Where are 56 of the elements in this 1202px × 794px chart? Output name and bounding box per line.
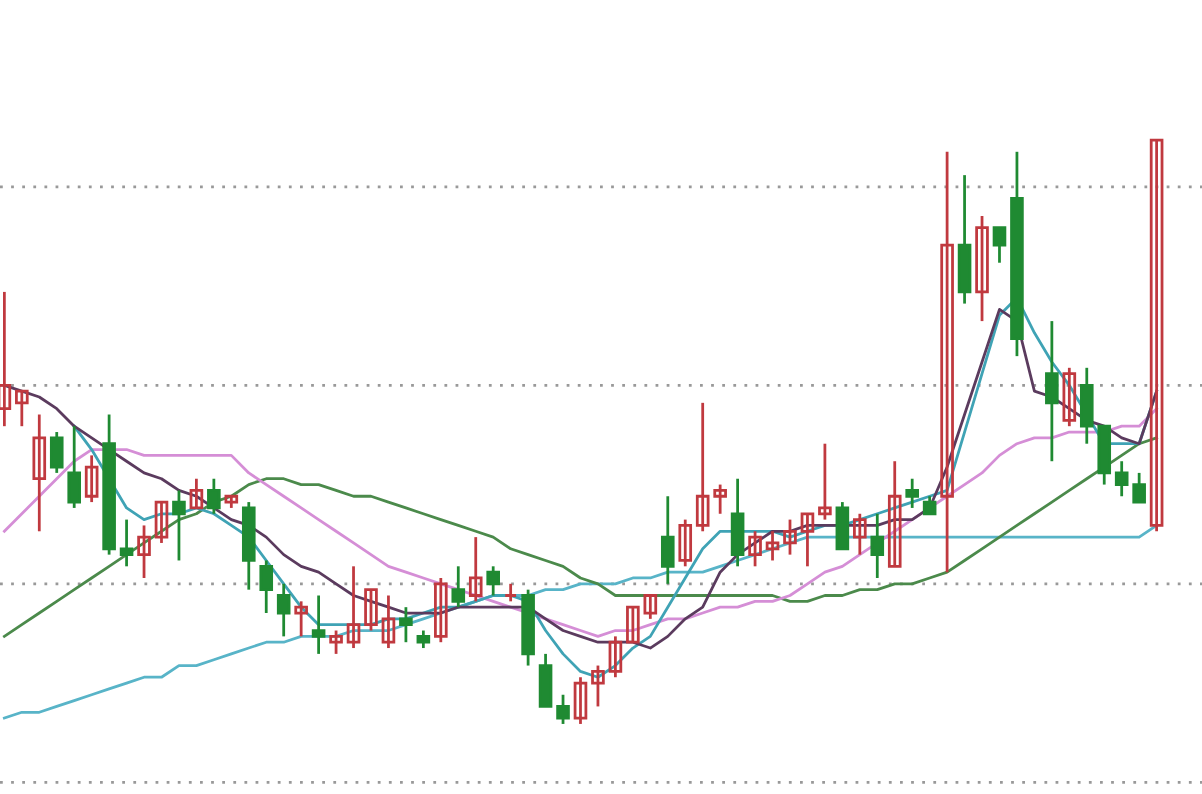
candlestick bbox=[119, 518, 134, 568]
candlestick bbox=[748, 529, 762, 568]
candlestick bbox=[940, 150, 954, 574]
candlestick bbox=[626, 605, 640, 644]
candlestick bbox=[1045, 319, 1059, 463]
candlestick bbox=[643, 594, 658, 621]
candlestick bbox=[399, 605, 413, 644]
candlestick bbox=[800, 512, 815, 568]
candlestick bbox=[381, 594, 396, 650]
candlestick bbox=[294, 599, 308, 638]
candlestick bbox=[32, 413, 47, 533]
candlestick bbox=[957, 173, 972, 305]
candlestick bbox=[434, 576, 448, 644]
candlestick bbox=[992, 226, 1007, 265]
candlestick bbox=[887, 459, 902, 568]
candlestick bbox=[818, 442, 832, 521]
candlestick bbox=[468, 535, 483, 603]
candlestick bbox=[137, 524, 151, 580]
candlestick bbox=[573, 675, 588, 726]
candlestick bbox=[84, 453, 99, 504]
candlestick bbox=[259, 559, 274, 615]
candlestick bbox=[189, 477, 204, 510]
candlestick bbox=[660, 494, 675, 586]
candlestick bbox=[207, 477, 221, 516]
candlestick bbox=[364, 588, 378, 632]
candlestick bbox=[311, 594, 326, 656]
candlestick bbox=[172, 489, 186, 562]
candlestick bbox=[713, 483, 727, 516]
candlestick bbox=[730, 477, 745, 568]
candlestick bbox=[1114, 459, 1129, 498]
candlestick bbox=[67, 424, 81, 510]
candlestick bbox=[329, 629, 343, 656]
candlestick bbox=[1149, 138, 1164, 533]
candlestick bbox=[154, 500, 169, 545]
candlestick bbox=[346, 564, 361, 650]
candlestick bbox=[1132, 471, 1146, 504]
candlestick bbox=[765, 529, 780, 562]
candlestick bbox=[783, 518, 797, 557]
candlestick bbox=[870, 512, 885, 580]
candlestick bbox=[451, 564, 466, 609]
candlestick bbox=[0, 290, 12, 428]
candlestick bbox=[608, 634, 623, 679]
candlestick bbox=[276, 582, 291, 638]
candlestick bbox=[835, 500, 850, 551]
candlestick bbox=[15, 389, 29, 428]
candlestick bbox=[853, 512, 867, 557]
candlestick bbox=[591, 664, 605, 708]
candlestick bbox=[905, 477, 919, 510]
candlestick bbox=[486, 564, 500, 597]
candlestick bbox=[975, 214, 989, 323]
candlestick bbox=[538, 652, 553, 708]
candlestick bbox=[678, 518, 693, 568]
candlestick bbox=[49, 430, 64, 475]
candlestick bbox=[695, 401, 710, 533]
candlestick bbox=[1062, 366, 1077, 428]
candlestick bbox=[556, 693, 570, 726]
